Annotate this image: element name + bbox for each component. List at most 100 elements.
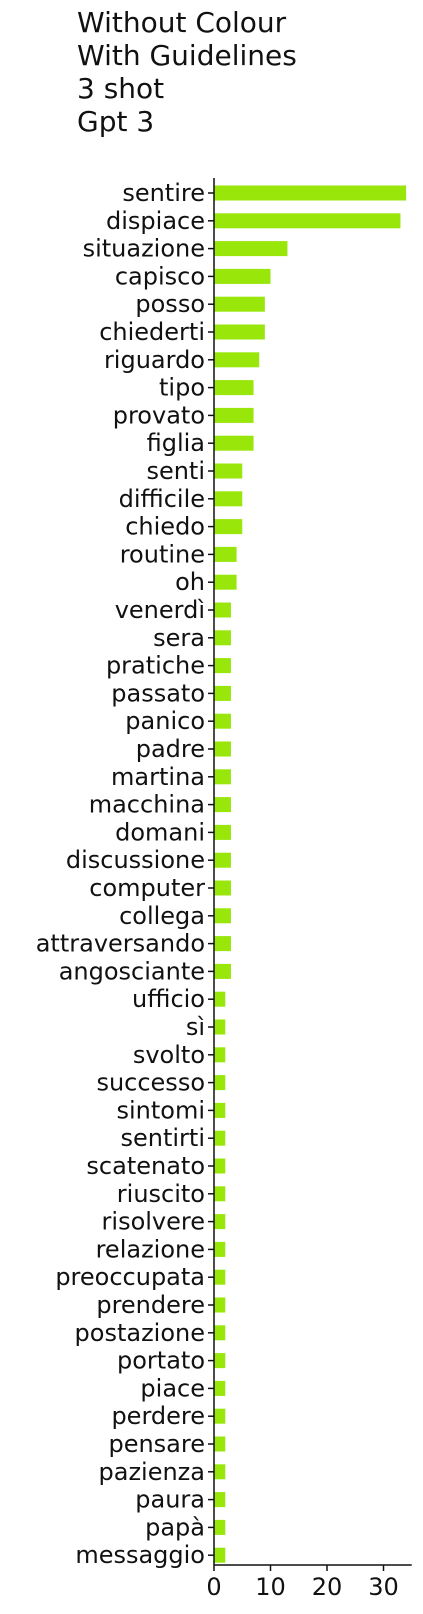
bar [214, 1019, 226, 1035]
category-label: sintomi [116, 1096, 205, 1124]
category-label: pazienza [99, 1458, 206, 1486]
bar [214, 1492, 226, 1508]
category-label: figlia [147, 429, 205, 457]
bar [214, 268, 271, 284]
x-tick-label: 30 [368, 1573, 399, 1601]
category-label: piace [140, 1374, 205, 1402]
category-label: sì [186, 1013, 205, 1041]
bar [214, 213, 401, 229]
category-label: computer [89, 874, 205, 902]
category-label: oh [175, 568, 205, 596]
category-label: padre [136, 735, 205, 763]
bar [214, 1519, 226, 1535]
bar [214, 936, 231, 952]
x-axis: 0 10 20 30 [206, 1564, 412, 1601]
category-label: perdere [111, 1402, 205, 1430]
bar [214, 296, 265, 312]
category-label: scatenato [86, 1152, 205, 1180]
bar [214, 769, 231, 785]
bar [214, 1047, 226, 1063]
category-label: preoccupata [55, 1263, 205, 1291]
bar [214, 908, 231, 924]
category-label: panico [125, 707, 205, 735]
category-label: pratiche [106, 652, 205, 680]
category-label: collega [119, 902, 205, 930]
bar [214, 963, 231, 979]
category-label: riuscito [117, 1180, 205, 1208]
bar [214, 1075, 226, 1091]
bar [214, 407, 254, 423]
category-label: martina [111, 763, 205, 791]
bars-group [214, 185, 407, 1563]
category-label: postazione [75, 1319, 205, 1347]
title-line-2: With Guidelines [77, 39, 297, 72]
bar [214, 380, 254, 396]
bar [214, 185, 407, 201]
category-label: sentire [122, 179, 205, 207]
bar [214, 324, 265, 340]
category-label: difficile [119, 485, 205, 513]
bar [214, 991, 226, 1007]
category-label: portato [117, 1347, 205, 1375]
bar [214, 546, 237, 562]
bar [214, 1186, 226, 1202]
category-label: messaggio [75, 1541, 205, 1569]
bar [214, 685, 231, 701]
category-label: senti [146, 457, 205, 485]
bar [214, 824, 231, 840]
title-line-1: Without Colour [77, 6, 287, 39]
category-label: routine [120, 540, 205, 568]
bar [214, 352, 260, 368]
bar [214, 241, 288, 257]
category-label: chiedo [125, 513, 205, 541]
category-label: prendere [96, 1291, 205, 1319]
category-label: successo [96, 1069, 205, 1097]
category-label: venerdì [115, 596, 205, 624]
bar [214, 1353, 226, 1369]
bar [214, 1380, 226, 1396]
bar [214, 435, 254, 451]
category-label: riguardo [104, 346, 205, 374]
bar [214, 463, 243, 479]
bar [214, 797, 231, 813]
bar [214, 1297, 226, 1313]
bar [214, 713, 231, 729]
bar [214, 1102, 226, 1118]
bar [214, 658, 231, 674]
category-label: provato [113, 401, 205, 429]
bar [214, 1325, 226, 1341]
bar [214, 1130, 226, 1146]
category-label: relazione [96, 1235, 205, 1263]
bar [214, 852, 231, 868]
x-tick-label: 0 [206, 1573, 221, 1601]
category-label: passato [111, 679, 205, 707]
bar [214, 741, 231, 757]
category-label: posso [135, 290, 205, 318]
category-label: papà [145, 1513, 205, 1541]
bar [214, 602, 231, 618]
category-label: macchina [89, 791, 205, 819]
category-label: capisco [115, 262, 205, 290]
category-label: ufficio [132, 985, 205, 1013]
bar [214, 1158, 226, 1174]
category-label: paura [135, 1486, 205, 1514]
bar [214, 880, 231, 896]
category-label: sentirti [120, 1124, 205, 1152]
title-line-3: 3 shot [77, 72, 165, 105]
title-line-4: Gpt 3 [77, 105, 155, 138]
bar [214, 574, 237, 590]
bar [214, 1269, 226, 1285]
category-label: domani [115, 818, 205, 846]
bar [214, 1408, 226, 1424]
category-label: discussione [66, 846, 205, 874]
bar [214, 1547, 226, 1563]
chart-title: Without Colour With Guidelines 3 shot Gp… [77, 6, 297, 138]
bar [214, 1464, 226, 1480]
x-tick-label: 20 [312, 1573, 343, 1601]
bar [214, 1436, 226, 1452]
bar [214, 1241, 226, 1257]
category-label: attraversando [36, 930, 205, 958]
x-tick-label: 10 [255, 1573, 286, 1601]
category-label: chiederti [99, 318, 205, 346]
bar [214, 630, 231, 646]
